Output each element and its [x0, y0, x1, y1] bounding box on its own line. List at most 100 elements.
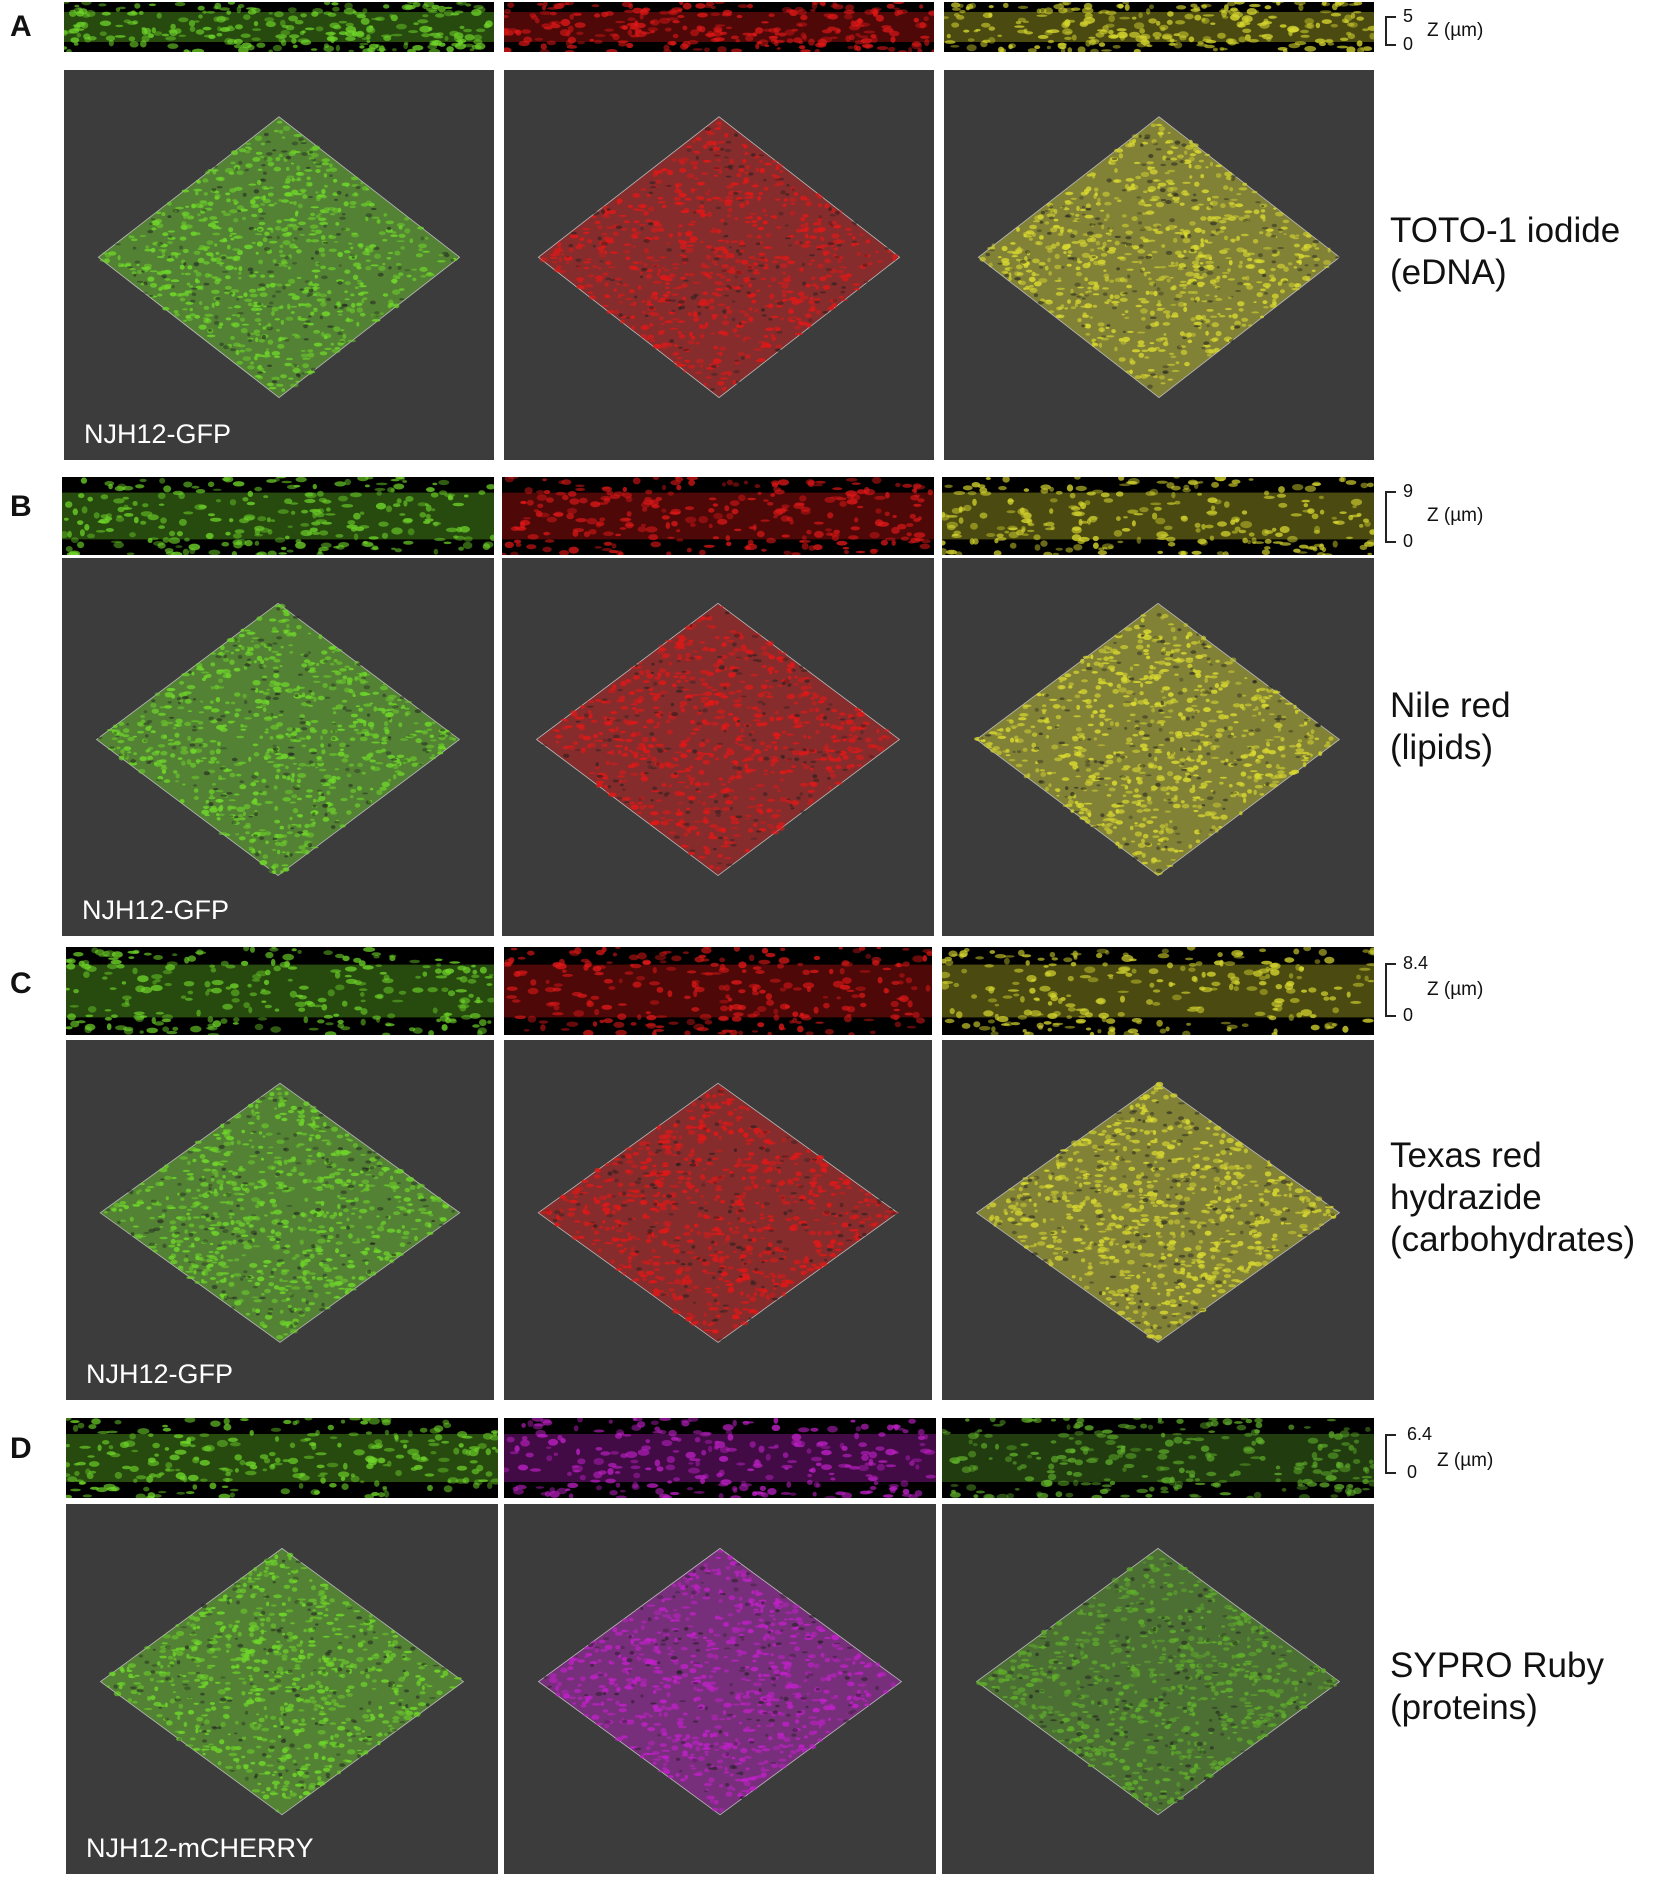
speckle: [1016, 272, 1024, 276]
speckle: [216, 186, 223, 189]
speckle: [219, 322, 224, 327]
speckle: [1051, 243, 1057, 249]
speckle: [318, 213, 322, 215]
speckle: [1108, 29, 1114, 35]
speckle: [1189, 221, 1196, 226]
speckle: [249, 271, 254, 275]
speckle: [337, 751, 345, 757]
speckle: [1166, 536, 1176, 542]
speckle: [1138, 134, 1142, 138]
speckle: [667, 536, 675, 539]
speckle: [911, 41, 922, 47]
speckle: [1073, 217, 1080, 221]
speckle: [725, 141, 732, 144]
speckle: [1165, 158, 1171, 161]
speckle: [348, 763, 355, 767]
speckle: [711, 332, 715, 335]
speckle: [537, 2, 544, 6]
speckle: [113, 498, 125, 504]
speckle: [1086, 231, 1094, 236]
speckle: [202, 178, 209, 183]
speckle: [661, 484, 667, 491]
speckle: [552, 512, 564, 517]
speckle: [709, 230, 717, 233]
speckle: [147, 725, 153, 729]
speckle: [174, 313, 180, 317]
speckle: [1205, 330, 1209, 336]
speckle: [1153, 506, 1162, 511]
speckle: [1205, 40, 1217, 44]
speckle: [224, 290, 231, 292]
speckle: [175, 780, 179, 783]
speckle: [292, 44, 298, 49]
speckle: [950, 45, 960, 48]
speckle: [695, 155, 699, 160]
speckle: [304, 823, 310, 829]
speckle: [1048, 271, 1052, 276]
speckle: [131, 271, 137, 275]
speckle: [652, 477, 660, 480]
speckle: [202, 246, 211, 250]
speckle: [567, 507, 577, 515]
speckle: [598, 240, 607, 246]
speckle: [224, 285, 232, 290]
speckle: [1261, 549, 1270, 555]
speckle: [782, 292, 786, 298]
speckle: [69, 9, 77, 17]
speckle: [1072, 230, 1078, 236]
speckle: [802, 281, 807, 286]
speckle: [353, 728, 359, 732]
speckle: [306, 370, 316, 374]
speckle: [285, 155, 292, 160]
speckle: [1332, 520, 1340, 524]
speckle: [913, 538, 924, 541]
speckle: [734, 133, 738, 137]
speckle: [362, 297, 368, 301]
speckle: [781, 285, 789, 289]
speckle: [678, 305, 686, 310]
speckle: [1137, 256, 1145, 260]
speckle: [391, 758, 398, 761]
speckle: [1194, 150, 1202, 154]
speckle: [273, 785, 278, 790]
speckle: [900, 536, 909, 541]
speckle: [197, 257, 205, 263]
speckle: [379, 786, 387, 791]
speckle: [311, 257, 314, 260]
speckle: [211, 783, 216, 786]
speckle: [244, 150, 251, 154]
speckle: [137, 269, 143, 275]
speckle: [285, 357, 294, 361]
speckle: [864, 254, 868, 258]
speckle: [801, 262, 806, 267]
speckle: [645, 273, 653, 279]
speckle: [1072, 220, 1081, 222]
speckle: [668, 273, 676, 278]
speckle: [1314, 264, 1319, 267]
speckle: [162, 232, 169, 237]
speckle: [799, 295, 809, 300]
speckle: [669, 339, 674, 344]
speckle: [271, 650, 279, 653]
speckle: [1180, 234, 1185, 239]
speckle: [966, 44, 977, 52]
speckle: [303, 324, 308, 329]
speckle: [374, 487, 386, 492]
speckle: [290, 510, 296, 515]
speckle: [798, 291, 805, 297]
speckle: [1103, 498, 1114, 503]
speckle: [280, 19, 286, 27]
speckle: [338, 20, 348, 24]
speckle: [1055, 490, 1063, 495]
speckle: [823, 252, 828, 256]
speckle: [1106, 324, 1111, 327]
speckle: [1091, 338, 1097, 343]
speckle: [392, 274, 398, 280]
speckle: [815, 193, 820, 196]
speckle: [300, 523, 310, 527]
speckle: [1076, 295, 1083, 298]
speckle: [405, 496, 414, 502]
speckle: [261, 334, 266, 340]
speckle: [240, 728, 247, 731]
speckle: [741, 259, 749, 265]
